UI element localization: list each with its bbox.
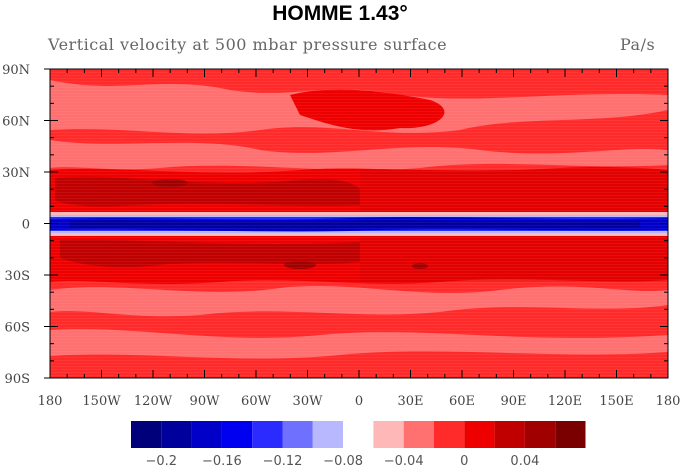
y-tick-label: 30N (2, 166, 30, 181)
x-tick-label: 0 (355, 394, 363, 409)
y-tick-label: 90S (5, 372, 30, 387)
colorbar-box (282, 421, 313, 448)
x-tick-label: 150E (599, 394, 633, 409)
plot-subtitle: Vertical velocity at 500 mbar pressure s… (48, 35, 448, 54)
colorbar-label: −0.16 (202, 454, 242, 467)
units-label: Pa/s (620, 35, 656, 54)
colorbar-label: 0 (460, 454, 468, 467)
x-tick-label: 90W (190, 394, 221, 409)
colorbar-label: −0.08 (323, 454, 363, 467)
x-tick-label: 60W (241, 394, 272, 409)
colorbar-box (464, 421, 495, 448)
x-tick-label: 30W (293, 394, 324, 409)
colorbar-box (312, 421, 344, 448)
colorbar-label: −0.04 (384, 454, 424, 467)
colorbar-box (403, 421, 434, 448)
y-tick-label: 30S (5, 269, 30, 284)
x-tick-label: 120E (548, 394, 582, 409)
colorbar: −0.2 −0.16 −0.12 −0.08 −0.04 0 0.04 (131, 421, 586, 467)
colorbar-box (494, 421, 525, 448)
x-tick-label: 90E (500, 394, 526, 409)
x-tick-label: 30E (397, 394, 423, 409)
colorbar-label: −0.2 (146, 454, 178, 467)
x-tick-label: 150W (82, 394, 121, 409)
colorbar-box (373, 421, 404, 448)
colorbar-box (131, 421, 162, 448)
x-tick-label: 60E (449, 394, 475, 409)
y-tick-label: 90N (2, 63, 30, 78)
colorbar-box (191, 421, 222, 448)
y-tick-label: 60N (2, 115, 30, 130)
colorbar-box (252, 421, 283, 448)
colorbar-box (524, 421, 556, 448)
vertical-velocity-field (50, 69, 668, 378)
colorbar-label: 0.04 (510, 454, 539, 467)
colorbar-box (434, 421, 465, 448)
colorbar-label: −0.12 (263, 454, 303, 467)
colorbar-box (161, 421, 192, 448)
x-tick-label: 120W (134, 394, 173, 409)
colorbar-box (555, 421, 586, 448)
y-tick-label: 0 (22, 218, 30, 233)
colorbar-box (221, 421, 253, 448)
x-tick-label: 180 (38, 394, 63, 409)
colorbar-box (343, 421, 374, 448)
x-tick-label: 180 (656, 394, 680, 409)
plot-title: HOMME 1.43° (272, 2, 408, 25)
y-tick-label: 60S (5, 321, 30, 336)
